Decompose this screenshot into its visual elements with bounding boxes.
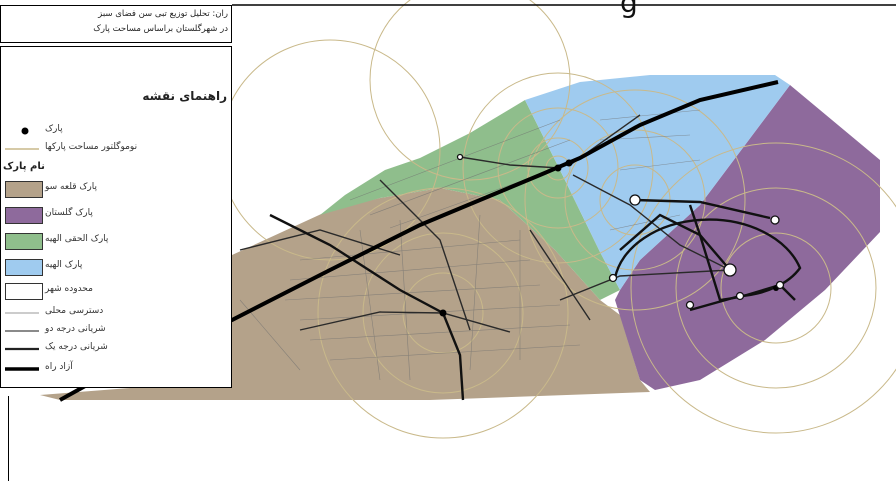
legend-item-zone: پارک گلستان: [1, 205, 231, 225]
legend-item-park: پارک: [1, 121, 231, 141]
zone-swatch: [5, 207, 43, 224]
thick-line-icon: [5, 347, 39, 351]
legend-label: پارک قلعه سو: [45, 182, 98, 192]
legend-label: پارک الحقی الهیه: [45, 234, 109, 244]
legend-label: پارک گلستان: [45, 208, 93, 218]
park-point-icon: [21, 127, 29, 135]
legend-item-freeway: آزاد راه: [1, 359, 231, 379]
zone-elahieh-annex: [320, 100, 620, 300]
legend-group-heading: نام پارک: [3, 161, 45, 172]
legend-label: شریانی درجه دو: [45, 324, 106, 334]
legend-item-zone: پارک قلعه سو: [1, 179, 231, 199]
legend-label: محدوده شهر: [45, 284, 93, 294]
map-title-line-1: ران: تحلیل توزیع تبی سن فضای سبز: [98, 9, 228, 19]
legend-item-arterial-1: شریانی درجه یک: [1, 339, 231, 359]
contour-line-icon: [5, 148, 39, 150]
map-title-line-2: در شهرگلستان براساس مساحت پارک: [93, 24, 228, 34]
zone-elahieh: [525, 75, 790, 290]
zone-swatch: [5, 259, 43, 276]
map-title-box: ران: تحلیل توزیع تبی سن فضای سبز در شهرگ…: [0, 5, 232, 43]
legend-label: پارک الهیه: [45, 260, 83, 270]
map-legend: راهنمای نقشه پارک نوموگلتور مساحت پارکها…: [0, 46, 232, 388]
legend-item-arterial-2: شریانی درجه دو: [1, 321, 231, 341]
partial-heading: g: [620, 0, 638, 19]
freeway-line-icon: [5, 367, 39, 371]
legend-label: پارک: [45, 124, 63, 134]
legend-item-zone: پارک الهیه: [1, 257, 231, 277]
legend-item-contour: نوموگلتور مساحت پارکها: [1, 139, 231, 159]
zone-swatch: [5, 233, 43, 250]
legend-label: نوموگلتور مساحت پارکها: [45, 142, 138, 152]
zone-swatch: [5, 181, 43, 198]
zone-golestan: [615, 85, 880, 390]
legend-heading: راهنمای نقشه: [142, 89, 227, 103]
legend-label: دسترسی محلی: [45, 306, 104, 316]
intersection-nodes: [456, 153, 785, 310]
boundary-swatch: [5, 283, 43, 300]
legend-label: شریانی درجه یک: [45, 342, 108, 352]
service-area-circles: [219, 0, 896, 439]
legend-item-local-access: دسترسی محلی: [1, 303, 231, 323]
medium-line-icon: [5, 330, 39, 332]
frame-left-line: [8, 396, 9, 481]
thin-line-icon: [5, 312, 39, 314]
legend-item-city-boundary: محدوده شهر: [1, 281, 231, 301]
legend-item-zone: پارک الحقی الهیه: [1, 231, 231, 251]
legend-label: آزاد راه: [45, 362, 73, 372]
